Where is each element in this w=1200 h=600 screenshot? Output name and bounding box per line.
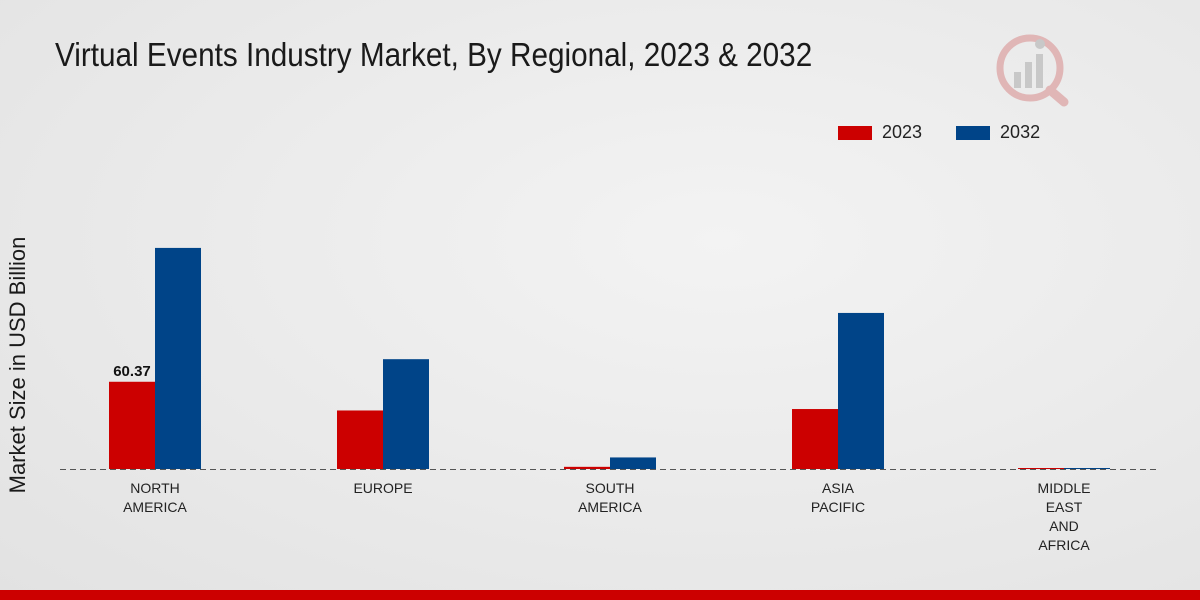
bar-2032-middle-east-and-africa[interactable] <box>1064 468 1110 469</box>
bar-2023-south-america[interactable] <box>564 466 610 469</box>
chart-title: Virtual Events Industry Market, By Regio… <box>55 36 813 73</box>
x-tick-label: NORTH AMERICA <box>123 480 187 515</box>
x-tick-label: ASIA PACIFIC <box>811 480 865 515</box>
legend-label-2032: 2032 <box>1000 122 1041 142</box>
bar-2023-middle-east-and-africa[interactable] <box>1018 468 1064 469</box>
bar-2032-north-america[interactable] <box>155 247 201 469</box>
data-label: 60.37 <box>113 363 151 380</box>
legend-swatch-2032 <box>956 125 991 140</box>
legend-item-2023[interactable]: 2023 <box>838 122 922 143</box>
bar-2032-south-america[interactable] <box>610 457 656 469</box>
x-tick-label: SOUTH AMERICA <box>578 480 642 515</box>
bar-2023-asia-pacific[interactable] <box>792 409 838 469</box>
bar-2023-europe[interactable] <box>337 410 383 469</box>
bar-2023-north-america[interactable] <box>109 381 155 469</box>
bar-2032-asia-pacific[interactable] <box>838 312 884 469</box>
legend-item-2032[interactable]: 2032 <box>956 122 1040 143</box>
x-tick-label: EUROPE <box>353 480 412 496</box>
market-research-logo-icon <box>996 34 1069 107</box>
bar-2032-europe[interactable] <box>383 359 429 469</box>
x-tick-label: MIDDLE EAST AND AFRICA <box>1038 480 1091 553</box>
chart-legend: 2023 2032 <box>838 122 1074 143</box>
footer-accent-bar <box>0 590 1200 600</box>
legend-swatch-2023 <box>838 125 872 140</box>
legend-label-2023: 2023 <box>882 122 923 142</box>
